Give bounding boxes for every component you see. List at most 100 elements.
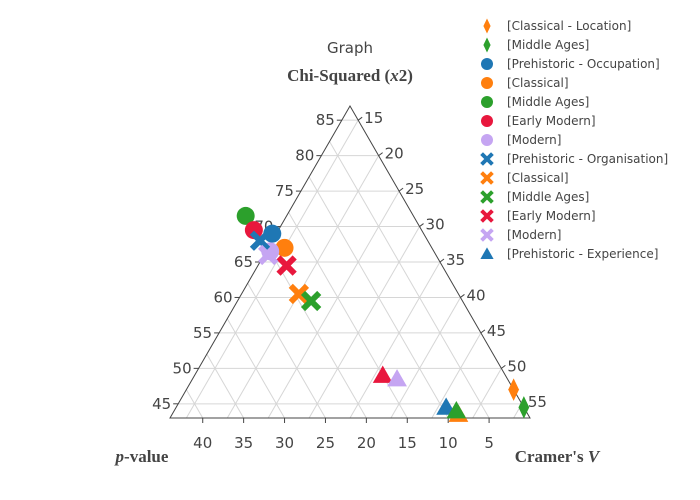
c-tick-label-5: 40 bbox=[466, 286, 485, 304]
b-tick-label-4: 25 bbox=[316, 434, 335, 452]
c-gridline-5 bbox=[390, 297, 461, 419]
c-gridline-0 bbox=[185, 119, 359, 419]
c-tick-label-8: 55 bbox=[528, 393, 547, 411]
b-tick-label-1: 10 bbox=[439, 434, 458, 452]
c-gridline-2 bbox=[267, 190, 400, 419]
legend-label-1: [Middle Ages] bbox=[507, 38, 589, 52]
data-point-s0-0 bbox=[508, 378, 520, 401]
c-axis-title-var: V bbox=[588, 447, 601, 466]
c-axis-title: Cramer's V bbox=[515, 447, 601, 466]
legend-symbol-11 bbox=[480, 228, 494, 242]
legend-symbol-1 bbox=[483, 37, 491, 53]
a-tick-label-7: 80 bbox=[295, 147, 314, 165]
legend-label-11: [Modern] bbox=[507, 228, 561, 242]
legend-symbol-3 bbox=[481, 77, 493, 89]
legend-label-12: [Prehistoric - Experience] bbox=[507, 247, 658, 261]
c-gridline-7 bbox=[472, 368, 502, 419]
c-gridline-4 bbox=[349, 261, 441, 419]
b-tick-label-2: 15 bbox=[398, 434, 417, 452]
legend-label-5: [Early Modern] bbox=[507, 114, 596, 128]
c-tick-1 bbox=[378, 152, 383, 157]
c-tick-label-2: 25 bbox=[405, 180, 424, 198]
data-point-s10-0 bbox=[276, 255, 297, 276]
c-tick-label-3: 30 bbox=[426, 216, 445, 234]
a-axis-title-var: x bbox=[389, 66, 399, 85]
c-tick-6 bbox=[480, 329, 486, 334]
legend-label-10: [Early Modern] bbox=[507, 209, 596, 223]
data-point-s11-0 bbox=[258, 244, 279, 266]
b-axis-title-var: p bbox=[114, 447, 125, 466]
legend-symbol-10 bbox=[480, 209, 494, 223]
c-tick-label-4: 35 bbox=[446, 251, 465, 269]
legend-label-6: [Modern] bbox=[507, 133, 561, 147]
legend-symbol-12 bbox=[480, 247, 494, 259]
grid-layer bbox=[178, 119, 523, 419]
legend-label-9: [Middle Ages] bbox=[507, 190, 589, 204]
data-point-s9-0 bbox=[300, 290, 322, 312]
a-axis-title-prefix: Chi-Squared ( bbox=[287, 66, 390, 85]
c-tick-7 bbox=[501, 364, 506, 369]
a-tick-label-1: 50 bbox=[173, 359, 192, 377]
data-point-s3-0 bbox=[275, 238, 294, 257]
a-tick-label-3: 60 bbox=[213, 288, 232, 306]
c-tick-0 bbox=[357, 116, 363, 121]
c-tick-label-0: 15 bbox=[364, 109, 383, 127]
data-point-extra-3 bbox=[446, 401, 467, 419]
c-tick-5 bbox=[460, 294, 465, 298]
points-layer bbox=[236, 206, 530, 422]
legend-label-7: [Prehistoric - Organisation] bbox=[507, 152, 668, 166]
data-point-s4-0 bbox=[236, 206, 255, 225]
legend-label-3: [Classical] bbox=[507, 76, 569, 90]
b-gridline-2 bbox=[288, 212, 408, 419]
b-axis-title: p-value bbox=[114, 447, 169, 466]
legend-symbol-2 bbox=[481, 58, 493, 70]
c-tick-label-1: 20 bbox=[385, 145, 404, 163]
b-tick-label-7: 40 bbox=[193, 434, 212, 452]
legend-symbol-7 bbox=[480, 152, 494, 166]
c-tick-label-7: 50 bbox=[507, 357, 526, 375]
legend-symbol-5 bbox=[481, 115, 493, 127]
legend-symbol-0 bbox=[483, 18, 491, 34]
legend-label-8: [Classical] bbox=[507, 171, 569, 185]
b-tick-label-5: 30 bbox=[275, 434, 294, 452]
b-axis-title-suffix: -value bbox=[124, 447, 169, 466]
a-axis-title: Chi-Squared (x2) bbox=[287, 66, 413, 85]
b-gridline-3 bbox=[267, 247, 367, 419]
data-point-extra-1 bbox=[387, 369, 407, 387]
b-gridline-6 bbox=[206, 353, 245, 419]
a-tick-label-0: 45 bbox=[152, 395, 171, 413]
a-tick-label-6: 75 bbox=[275, 182, 294, 200]
data-point-s7-0 bbox=[249, 230, 271, 251]
b-gridline-1 bbox=[308, 176, 449, 419]
b-gridline-5 bbox=[226, 318, 285, 419]
legend: [Classical - Location] [Middle Ages] [Preh… bbox=[480, 18, 668, 261]
legend-symbol-8 bbox=[480, 171, 494, 185]
b-gridline-0 bbox=[329, 141, 490, 419]
b-gridline-4 bbox=[247, 283, 326, 419]
legend-symbol-9 bbox=[480, 190, 494, 204]
b-tick-label-6: 35 bbox=[234, 434, 253, 452]
legend-label-2: [Prehistoric - Occupation] bbox=[507, 57, 660, 71]
a-axis-title-suffix: 2) bbox=[399, 66, 413, 85]
c-gridline-3 bbox=[308, 226, 420, 419]
c-tick-4 bbox=[439, 258, 445, 263]
data-point-s1-0 bbox=[518, 396, 530, 419]
legend-label-4: [Middle Ages] bbox=[507, 95, 589, 109]
b-gridline-7 bbox=[185, 389, 204, 419]
a-tick-label-4: 65 bbox=[234, 253, 253, 271]
a-tick-label-2: 55 bbox=[193, 324, 212, 342]
c-axis-title-prefix: Cramer's bbox=[515, 447, 588, 466]
legend-label-0: [Classical - Location] bbox=[507, 19, 631, 33]
data-point-s5-0 bbox=[244, 221, 263, 240]
b-tick-label-3: 20 bbox=[357, 434, 376, 452]
data-point-s8-0 bbox=[288, 283, 310, 305]
chart-title: Graph bbox=[327, 39, 373, 57]
data-point-s2-0 bbox=[263, 224, 282, 243]
legend-symbol-6 bbox=[481, 134, 493, 146]
c-tick-3 bbox=[419, 223, 424, 227]
legend-symbol-4 bbox=[481, 96, 493, 108]
c-tick-label-6: 45 bbox=[487, 322, 506, 340]
c-tick-2 bbox=[398, 187, 404, 192]
